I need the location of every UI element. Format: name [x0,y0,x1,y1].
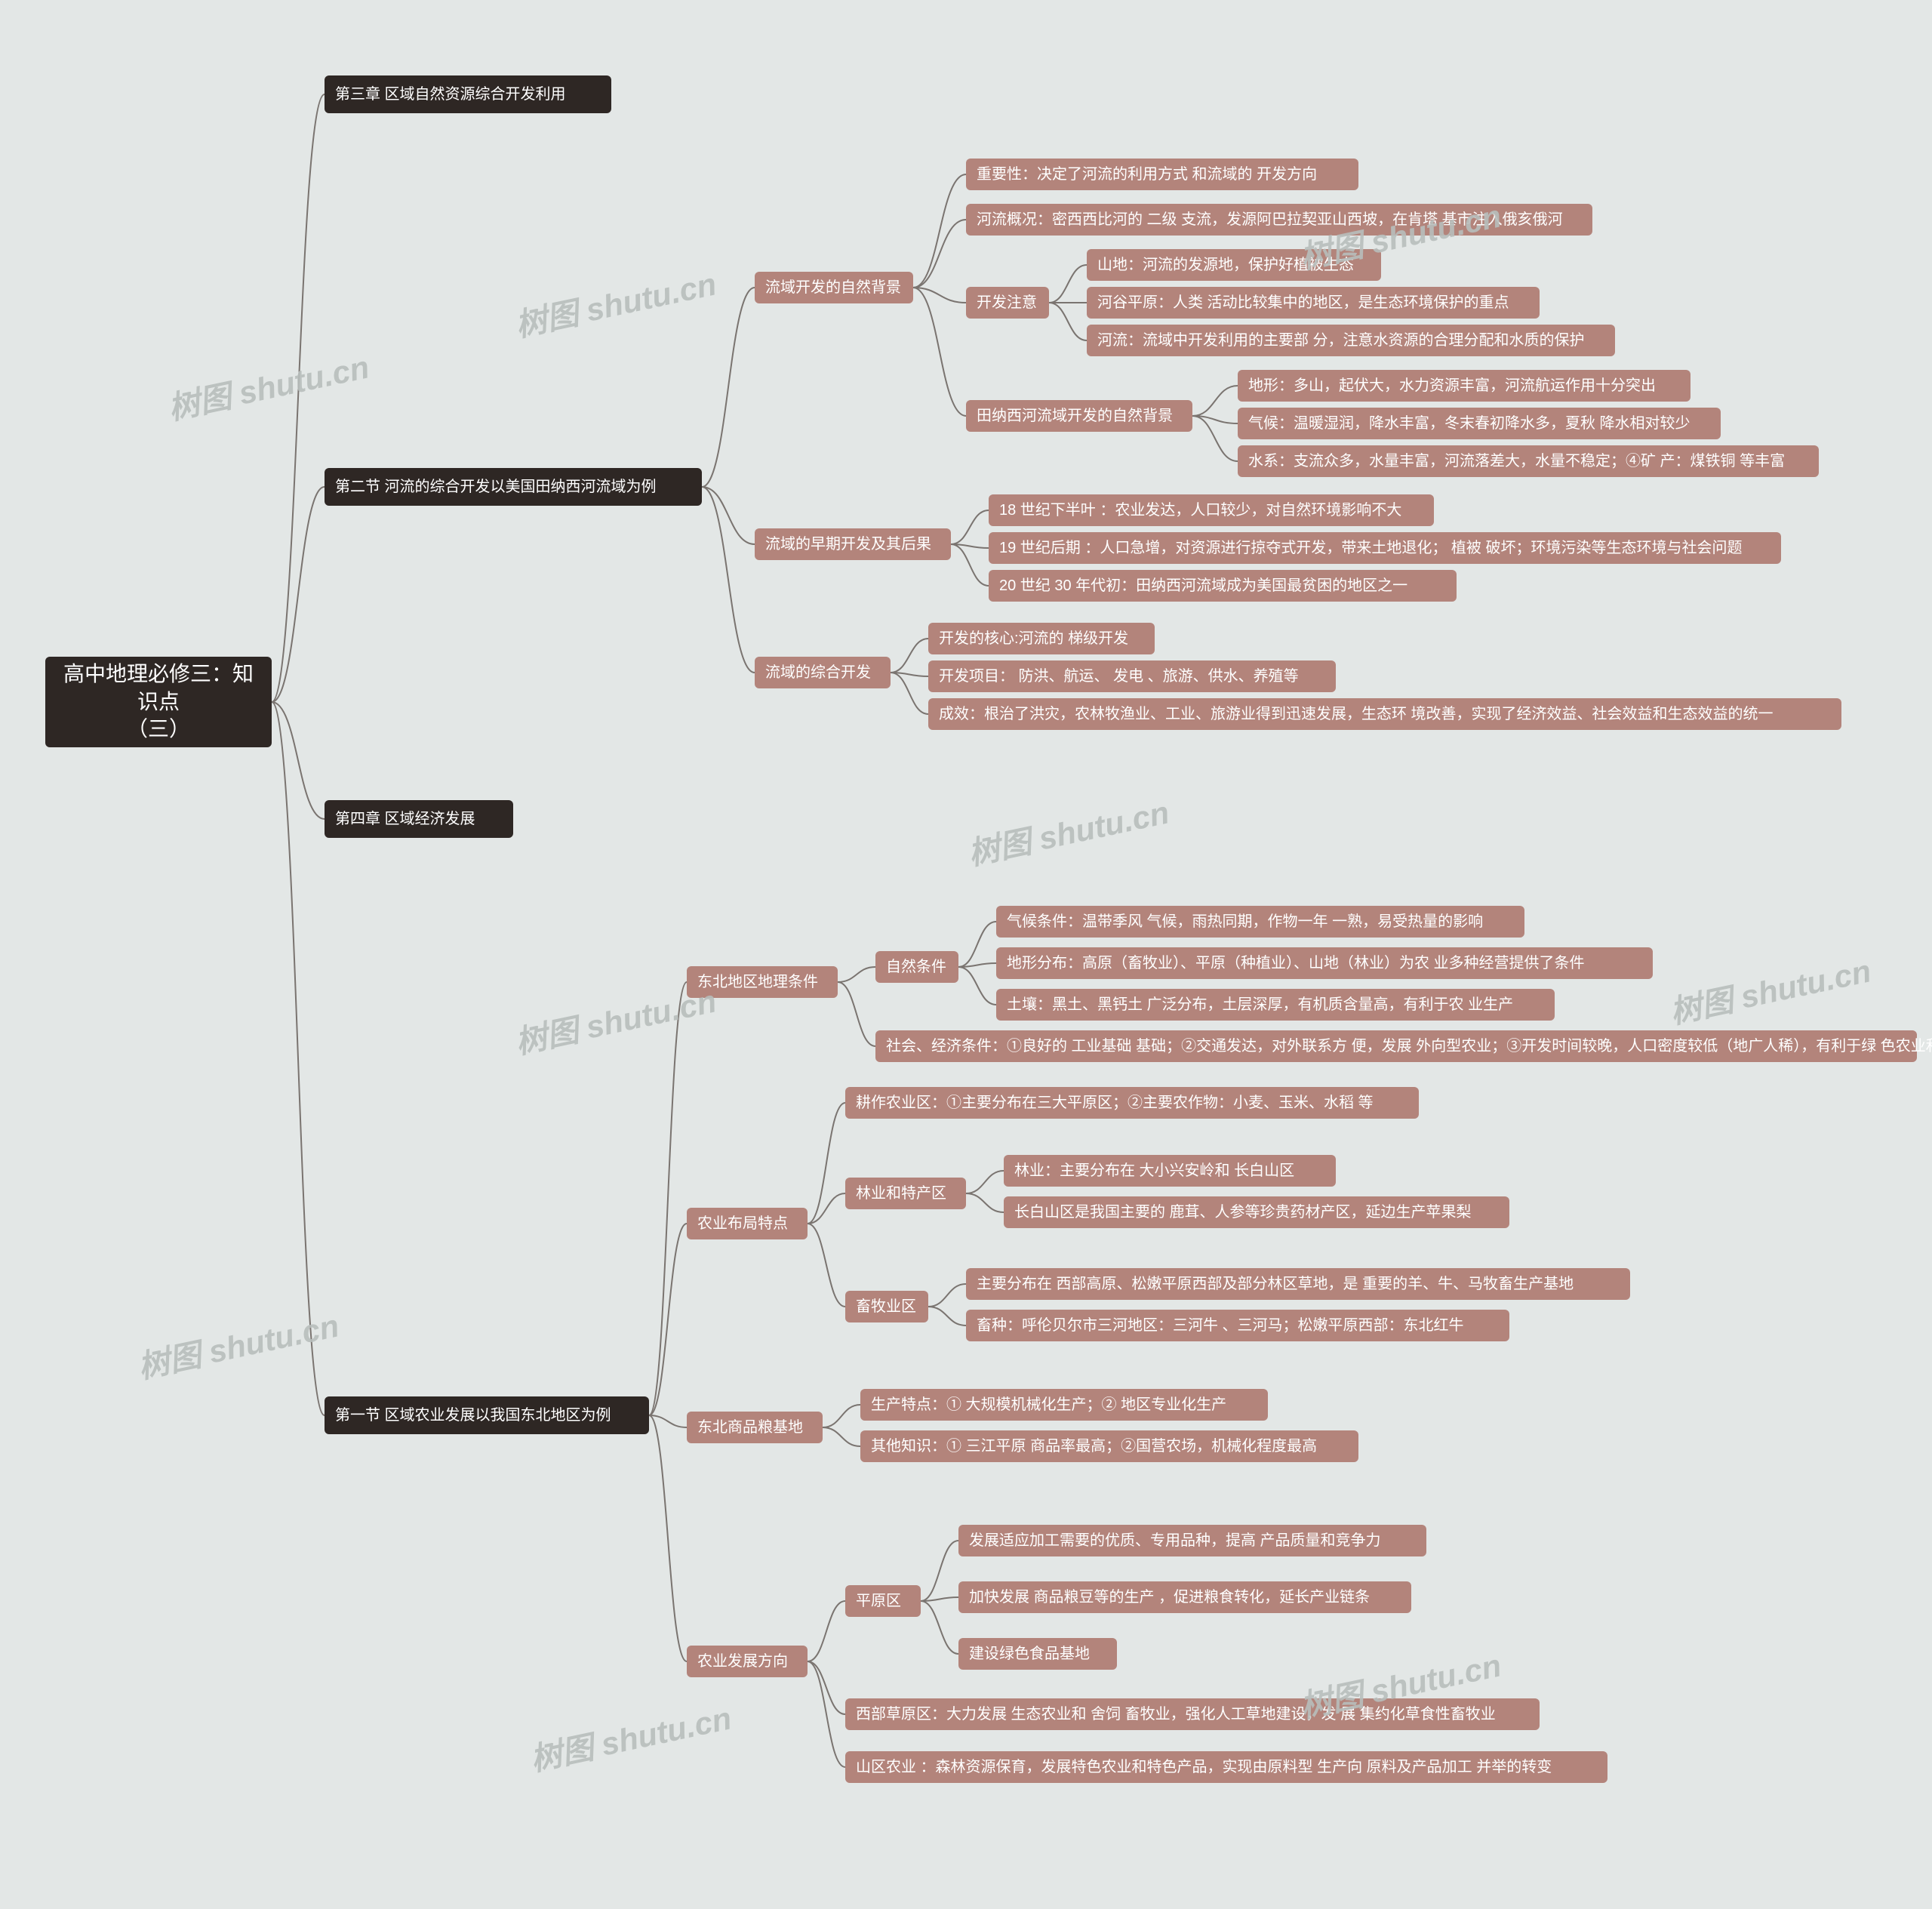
mindmap-node[interactable]: 成效：根治了洪灾，农林牧渔业、工业、旅游业得到迅速发展，生态环 境改善，实现了经… [928,698,1841,730]
mindmap-node[interactable]: 第一节 区域农业发展以我国东北地区为例 [325,1396,649,1434]
mindmap-node[interactable]: 开发的核心:河流的 梯级开发 [928,623,1155,654]
mindmap-node[interactable]: 18 世纪下半叶 ：农业发达，人口较少，对自然环境影响不大 [989,494,1434,526]
mindmap-node[interactable]: 土壤：黑土、黑钙土 广泛分布，土层深厚，有机质含量高，有利于农 业生产 [996,989,1555,1021]
watermark: 树图 shutu.cn [964,787,1173,875]
mindmap-node[interactable]: 流域开发的自然背景 [755,272,913,303]
mindmap-node[interactable]: 开发注意 [966,287,1049,319]
mindmap-node[interactable]: 地形：多山，起伏大，水力资源丰富，河流航运作用十分突出 [1238,370,1690,402]
mindmap-node[interactable]: 畜牧业区 [845,1291,928,1322]
mindmap-node[interactable]: 长白山区是我国主要的 鹿茸、人参等珍贵药材产区，延边生产苹果梨 [1004,1196,1509,1228]
mindmap-node[interactable]: 流域的综合开发 [755,657,891,688]
watermark: 树图 shutu.cn [164,342,373,430]
root-node[interactable]: 高中地理必修三：知识点 （三） [45,657,272,747]
mindmap-node[interactable]: 气候条件：温带季风 气候，雨热同期，作物一年 一熟，易受热量的影响 [996,906,1524,938]
mindmap-node[interactable]: 主要分布在 西部高原、松嫩平原西部及部分林区草地，是 重要的羊、牛、马牧畜生产基… [966,1268,1630,1300]
mindmap-node[interactable]: 生产特点：① 大规模机械化生产；② 地区专业化生产 [860,1389,1268,1421]
watermark: 树图 shutu.cn [1666,946,1875,1033]
mindmap-node[interactable]: 第三章 区域自然资源综合开发利用 [325,75,611,113]
mindmap-node[interactable]: 重要性：决定了河流的利用方式 和流域的 开发方向 [966,159,1358,190]
mindmap-node[interactable]: 开发项目： 防洪、航运、 发电 、旅游、供水、养殖等 [928,660,1336,692]
mindmap-node[interactable]: 西部草原区：大力发展 生态农业和 舍饲 畜牧业，强化人工草地建设，发 展 集约化… [845,1698,1540,1730]
mindmap-node[interactable]: 水系：支流众多，水量丰富，河流落差大，水量不稳定；④矿 产：煤铁铜 等丰富 [1238,445,1819,477]
mindmap-node[interactable]: 山地：河流的发源地，保护好植被生态 [1087,249,1381,281]
mindmap-node[interactable]: 平原区 [845,1585,921,1617]
mindmap-node[interactable]: 第四章 区域经济发展 [325,800,513,838]
mindmap-node[interactable]: 第二节 河流的综合开发以美国田纳西河流域为例 [325,468,702,506]
mindmap-node[interactable]: 其他知识：① 三江平原 商品率最高；②国营农场，机械化程度最高 [860,1430,1358,1462]
mindmap-stage: 高中地理必修三：知识点 （三） 第三章 区域自然资源综合开发利用第二节 河流的综合… [0,0,1932,1909]
watermark: 树图 shutu.cn [511,259,720,346]
mindmap-node[interactable]: 河流概况：密西西比河的 二级 支流，发源阿巴拉契亚山西坡，在肯塔 基市注入俄亥俄… [966,204,1592,236]
watermark: 树图 shutu.cn [526,1693,735,1781]
mindmap-node[interactable]: 地形分布：高原（畜牧业）、平原（种植业）、山地（林业）为农 业多种经营提供了条件 [996,947,1653,979]
mindmap-node[interactable]: 气候：温暖湿润，降水丰富，冬末春初降水多，夏秋 降水相对较少 [1238,408,1721,439]
mindmap-node[interactable]: 建设绿色食品基地 [958,1638,1117,1670]
mindmap-node[interactable]: 山区农业 ：森林资源保育，发展特色农业和特色产品，实现由原料型 生产向 原料及产… [845,1751,1607,1783]
mindmap-node[interactable]: 19 世纪后期 ：人口急增，对资源进行掠夺式开发，带来土地退化； 植被 破坏；环… [989,532,1781,564]
mindmap-node[interactable]: 流域的早期开发及其后果 [755,528,951,560]
mindmap-node[interactable]: 林业：主要分布在 大小兴安岭和 长白山区 [1004,1155,1336,1187]
mindmap-node[interactable]: 社会、经济条件：①良好的 工业基础 基础；②交通发达，对外联系方 便，发展 外向… [875,1030,1917,1062]
mindmap-node[interactable]: 畜种：呼伦贝尔市三河地区：三河牛 、三河马；松嫩平原西部：东北红牛 [966,1310,1509,1341]
mindmap-node[interactable]: 耕作农业区：①主要分布在三大平原区；②主要农作物：小麦、玉米、水稻 等 [845,1087,1419,1119]
mindmap-node[interactable]: 20 世纪 30 年代初：田纳西河流域成为美国最贫困的地区之一 [989,570,1457,602]
mindmap-node[interactable]: 田纳西河流域开发的自然背景 [966,400,1192,432]
mindmap-node[interactable]: 林业和特产区 [845,1178,966,1209]
mindmap-node[interactable]: 自然条件 [875,951,958,983]
watermark: 树图 shutu.cn [134,1301,343,1388]
mindmap-node[interactable]: 农业布局特点 [687,1208,808,1239]
mindmap-node[interactable]: 东北商品粮基地 [687,1412,823,1443]
mindmap-node[interactable]: 加快发展 商品粮豆等的生产 ，促进粮食转化，延长产业链条 [958,1581,1411,1613]
mindmap-node[interactable]: 河流：流域中开发利用的主要部 分，注意水资源的合理分配和水质的保护 [1087,325,1615,356]
mindmap-node[interactable]: 东北地区地理条件 [687,966,838,998]
mindmap-node[interactable]: 农业发展方向 [687,1646,808,1677]
mindmap-node[interactable]: 河谷平原：人类 活动比较集中的地区，是生态环境保护的重点 [1087,287,1540,319]
mindmap-node[interactable]: 发展适应加工需要的优质、专用品种，提高 产品质量和竞争力 [958,1525,1426,1556]
